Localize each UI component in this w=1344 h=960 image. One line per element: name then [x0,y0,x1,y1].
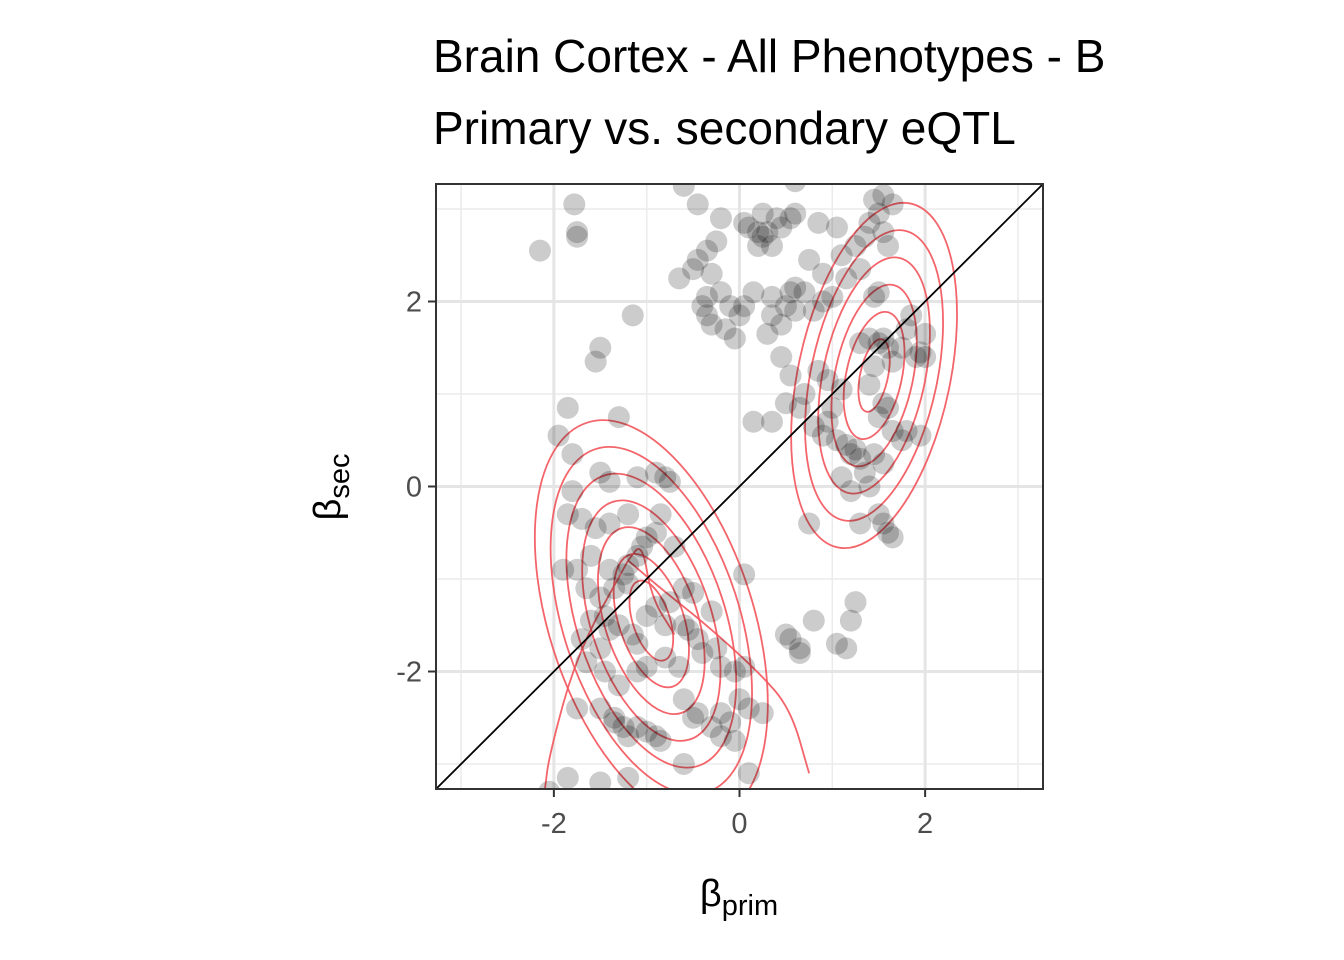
data-point [566,226,588,248]
data-point [687,193,709,215]
data-point [914,323,936,345]
data-point [738,762,760,784]
data-point [807,212,829,234]
data-point [742,281,764,303]
data-point [882,526,904,548]
data-point [868,281,890,303]
x-axis-ticks: -2 0 2 [541,789,933,840]
data-point [654,614,676,636]
y-tick-label: -2 [396,657,422,689]
data-point [710,207,732,229]
data-point [733,656,755,678]
data-point [589,772,611,794]
chart-title-line-2: Primary vs. secondary eQTL [433,102,1016,154]
data-point [617,573,639,595]
data-point [668,656,690,678]
data-point [563,193,585,215]
data-point [891,337,913,359]
data-point [617,503,639,525]
data-point [784,203,806,225]
data-point [909,425,931,447]
data-point [557,397,579,419]
data-point [626,466,648,488]
data-point [914,346,936,368]
data-point [529,240,551,262]
data-point [650,730,672,752]
data-point [724,730,746,752]
data-point [548,425,570,447]
data-point [557,767,579,789]
data-point [733,563,755,585]
data-point [780,364,802,386]
data-point [673,175,695,197]
data-point [789,642,811,664]
chart-title-line-1: Brain Cortex - All Phenotypes - B [433,30,1105,82]
data-point [659,471,681,493]
data-point [752,702,774,724]
data-point [798,513,820,535]
data-point [705,637,727,659]
data-point [784,170,806,192]
data-point [812,263,834,285]
data-point [724,327,746,349]
data-point [835,637,857,659]
data-point [608,406,630,428]
data-point [626,633,648,655]
data-point [538,781,560,803]
data-point [877,235,899,257]
data-point [608,674,630,696]
data-point [840,610,862,632]
y-tick-label: 2 [406,286,422,318]
data-point [840,480,862,502]
data-point [622,304,644,326]
data-point [845,591,867,613]
data-point [863,355,885,377]
data-point [742,411,764,433]
x-axis-label-symbol: β [700,873,722,915]
data-point [650,503,672,525]
data-point [603,711,625,733]
data-point [858,374,880,396]
data-point [561,480,583,502]
data-point [552,559,574,581]
y-axis-ticks: -2 0 2 [396,286,436,688]
data-point [701,600,723,622]
data-point [585,351,607,373]
y-tick-label: 0 [406,472,422,504]
data-point [872,184,894,206]
x-axis-label: βprim [700,873,778,922]
data-point [849,258,871,280]
data-point [599,471,621,493]
data-point [682,582,704,604]
data-point [826,216,848,238]
data-point [849,448,871,470]
data-point [673,753,695,775]
data-point [761,235,783,257]
data-point [599,559,621,581]
x-tick-label: -2 [541,808,567,840]
data-point [789,397,811,419]
data-point [617,767,639,789]
y-axis-label-subscript: sec [324,454,356,499]
y-axis-label-symbol: β [307,499,349,521]
x-axis-label-subscript: prim [722,890,778,922]
data-point [664,536,686,558]
data-point [803,610,825,632]
data-point [566,698,588,720]
data-point [831,244,853,266]
y-axis-label: βsec [307,454,356,521]
data-point [756,323,778,345]
data-point [710,702,732,724]
data-point [682,258,704,280]
data-point [858,476,880,498]
data-point [561,443,583,465]
data-point [784,300,806,322]
data-point [691,295,713,317]
x-tick-label: 0 [731,808,747,840]
data-point [821,286,843,308]
x-tick-label: 2 [917,808,933,840]
